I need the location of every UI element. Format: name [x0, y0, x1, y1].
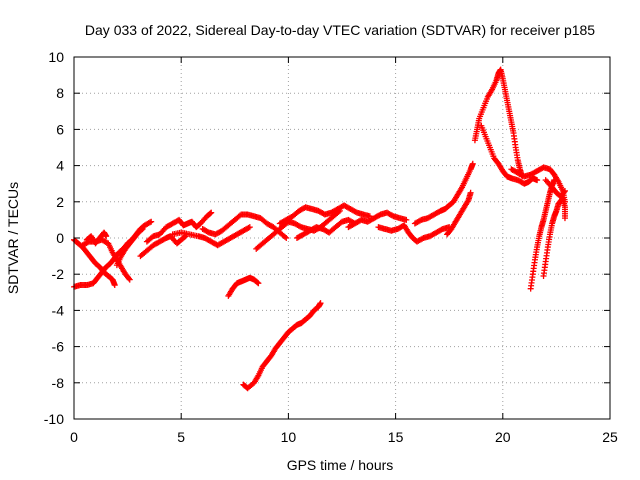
y-tick-label: 2: [56, 194, 64, 210]
y-tick-label: 10: [48, 49, 64, 65]
y-tick-label: -2: [52, 266, 65, 282]
y-tick-labels: -10 -8 -6 -4 -2 0 2 4 6 8 10: [44, 49, 64, 427]
series-arc-l: [293, 216, 358, 241]
series-arc-k: [276, 202, 373, 227]
data-point: [207, 210, 214, 217]
y-tick-label: -4: [52, 302, 65, 318]
data-point: [255, 280, 262, 287]
series-arc-i: [199, 211, 290, 241]
data-point: [138, 226, 145, 233]
series-arc-r: [478, 122, 541, 187]
series-arc-n: [375, 222, 453, 245]
data-point: [561, 189, 568, 196]
x-tick-label: 0: [70, 429, 78, 445]
series-arc-h: [169, 224, 253, 249]
x-tick-label: 20: [495, 429, 511, 445]
series-arc-x: [240, 300, 324, 392]
data-point: [283, 235, 290, 241]
y-tick-label: -8: [52, 375, 65, 391]
data-point: [469, 160, 476, 167]
data-point: [245, 224, 252, 231]
series-arc-v: [542, 177, 568, 200]
data-point: [125, 275, 132, 282]
x-tick-label: 5: [177, 429, 185, 445]
data-point: [467, 189, 474, 196]
data-points: [71, 66, 568, 392]
series-arc-t: [527, 177, 558, 292]
axis-ticks: [73, 56, 611, 420]
data-point: [208, 209, 215, 216]
data-point: [561, 215, 568, 222]
data-point: [111, 282, 118, 289]
y-axis-label: SDTVAR / TECUs: [5, 182, 21, 294]
y-tick-label: 6: [56, 121, 64, 137]
series-arc-f: [143, 209, 215, 245]
y-tick-label: -10: [44, 411, 64, 427]
data-point: [103, 233, 110, 240]
series-arc-b: [71, 236, 118, 289]
series-arc-o: [411, 160, 476, 227]
y-tick-label: 4: [56, 158, 64, 174]
series-arc-g: [137, 233, 189, 260]
x-tick-label: 15: [388, 429, 404, 445]
data-point: [246, 224, 253, 231]
x-axis-label: GPS time / hours: [287, 457, 394, 473]
data-point: [148, 218, 155, 225]
y-tick-label: 8: [56, 85, 64, 101]
data-point: [534, 177, 541, 184]
data-point: [254, 279, 261, 286]
data-point: [551, 177, 558, 184]
data-point: [561, 187, 568, 194]
data-point: [139, 225, 146, 232]
series-arc-m: [345, 209, 410, 231]
series-arc-u: [540, 195, 568, 280]
series-arc-d: [113, 225, 146, 269]
data-point: [126, 276, 133, 283]
x-tick-labels: 0 5 10 15 20 25: [70, 429, 618, 445]
data-point: [281, 233, 288, 240]
y-tick-label: -6: [52, 339, 65, 355]
data-point: [403, 216, 410, 223]
x-tick-label: 25: [602, 429, 618, 445]
series-arc-e: [83, 229, 110, 247]
series-arc-p: [444, 189, 474, 238]
chart-title: Day 033 of 2022, Sidereal Day-to-day VTE…: [85, 22, 595, 38]
series-arc-q: [471, 66, 526, 180]
y-tick-label: 0: [56, 230, 64, 246]
data-point: [317, 300, 324, 307]
series-arc-w: [225, 274, 262, 299]
x-tick-label: 10: [281, 429, 297, 445]
data-point: [146, 219, 153, 226]
